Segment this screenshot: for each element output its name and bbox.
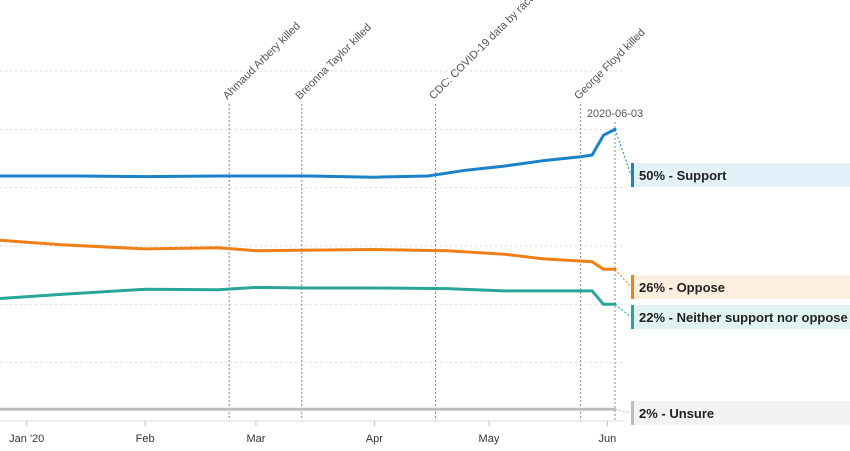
x-tick-label: Apr [366, 433, 383, 445]
end-label-bg [631, 401, 850, 425]
x-axis: Jan '20 Feb Mar Apr May Jun [0, 420, 625, 445]
end-label: 26% - Oppose [639, 280, 725, 295]
current-date-label: 2020-06-03 [587, 108, 643, 120]
event-label: Ahmaud Arbery killed [221, 20, 303, 102]
series-lines [0, 127, 617, 411]
event-label: George Floyd killed [572, 27, 648, 103]
x-tick-label: May [479, 433, 500, 445]
end-label-accent [631, 163, 634, 187]
end-label: 2% - Unsure [639, 406, 714, 421]
label-connector [614, 129, 632, 176]
end-label: 50% - Support [639, 168, 727, 183]
end-label-bg [631, 305, 850, 329]
series-line [0, 127, 617, 179]
end-labels: 50% - Support 26% - Oppose 22% - Neither s… [614, 129, 850, 425]
label-connector [614, 268, 632, 288]
x-tick-label: Feb [136, 433, 155, 445]
x-tick-label: Jan '20 [9, 433, 44, 445]
end-label-accent [631, 305, 634, 329]
x-tick-label: Jun [598, 433, 616, 445]
series-line [0, 285, 617, 306]
series-line [0, 238, 617, 271]
label-connector [614, 408, 632, 414]
end-label-accent [631, 275, 634, 299]
end-label-accent [631, 401, 634, 425]
x-tick-label: Mar [246, 433, 265, 445]
end-label: 22% - Neither support nor oppose [639, 310, 848, 325]
label-connector [614, 303, 632, 318]
end-label-bg [631, 163, 850, 187]
event-label: CDC: COVID-19 data by race [427, 0, 538, 102]
end-label-bg [631, 275, 850, 299]
event-label: Breonna Taylor killed [293, 22, 374, 103]
gridlines [0, 70, 625, 364]
